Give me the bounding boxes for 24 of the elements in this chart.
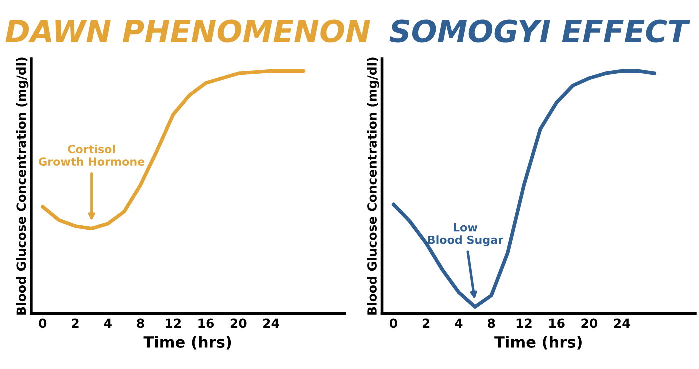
x-tick-label: 0 (390, 318, 398, 328)
annotation: Low Blood Sugar (428, 224, 504, 246)
x-tick-label: 24 (264, 318, 280, 328)
x-tick-label: 24 (614, 318, 630, 328)
x-axis-title: Time (hrs) (144, 336, 232, 350)
x-tick-label: 12 (516, 318, 532, 328)
x-tick-label: 16 (550, 318, 565, 328)
x-axis-title: Time (hrs) (494, 336, 582, 350)
x-tick-label: 12 (166, 318, 181, 328)
x-tick-label: 16 (198, 318, 214, 328)
x-tick-label: 2 (422, 318, 430, 328)
y-axis-title: Blood Glucose Concentration (mg/dl) (16, 58, 29, 315)
x-tick-label: 4 (104, 318, 112, 328)
x-tick-label: 20 (230, 318, 247, 328)
annotation: Cortisol Growth Hormone (39, 144, 145, 166)
x-tick-label: 8 (137, 318, 144, 328)
y-axis-title: Blood Glucose Concentration (mg/dl) (367, 58, 380, 315)
chart-title: DAWN PHENOMENON (6, 20, 370, 43)
x-tick-label: 8 (488, 318, 496, 328)
x-tick-label: 4 (455, 318, 463, 328)
x-tick-label: 0 (39, 318, 47, 328)
x-tick-label: 20 (582, 318, 598, 328)
chart-title: SOMOGYI EFFECT (390, 20, 690, 43)
x-tick-label: 2 (72, 318, 79, 328)
